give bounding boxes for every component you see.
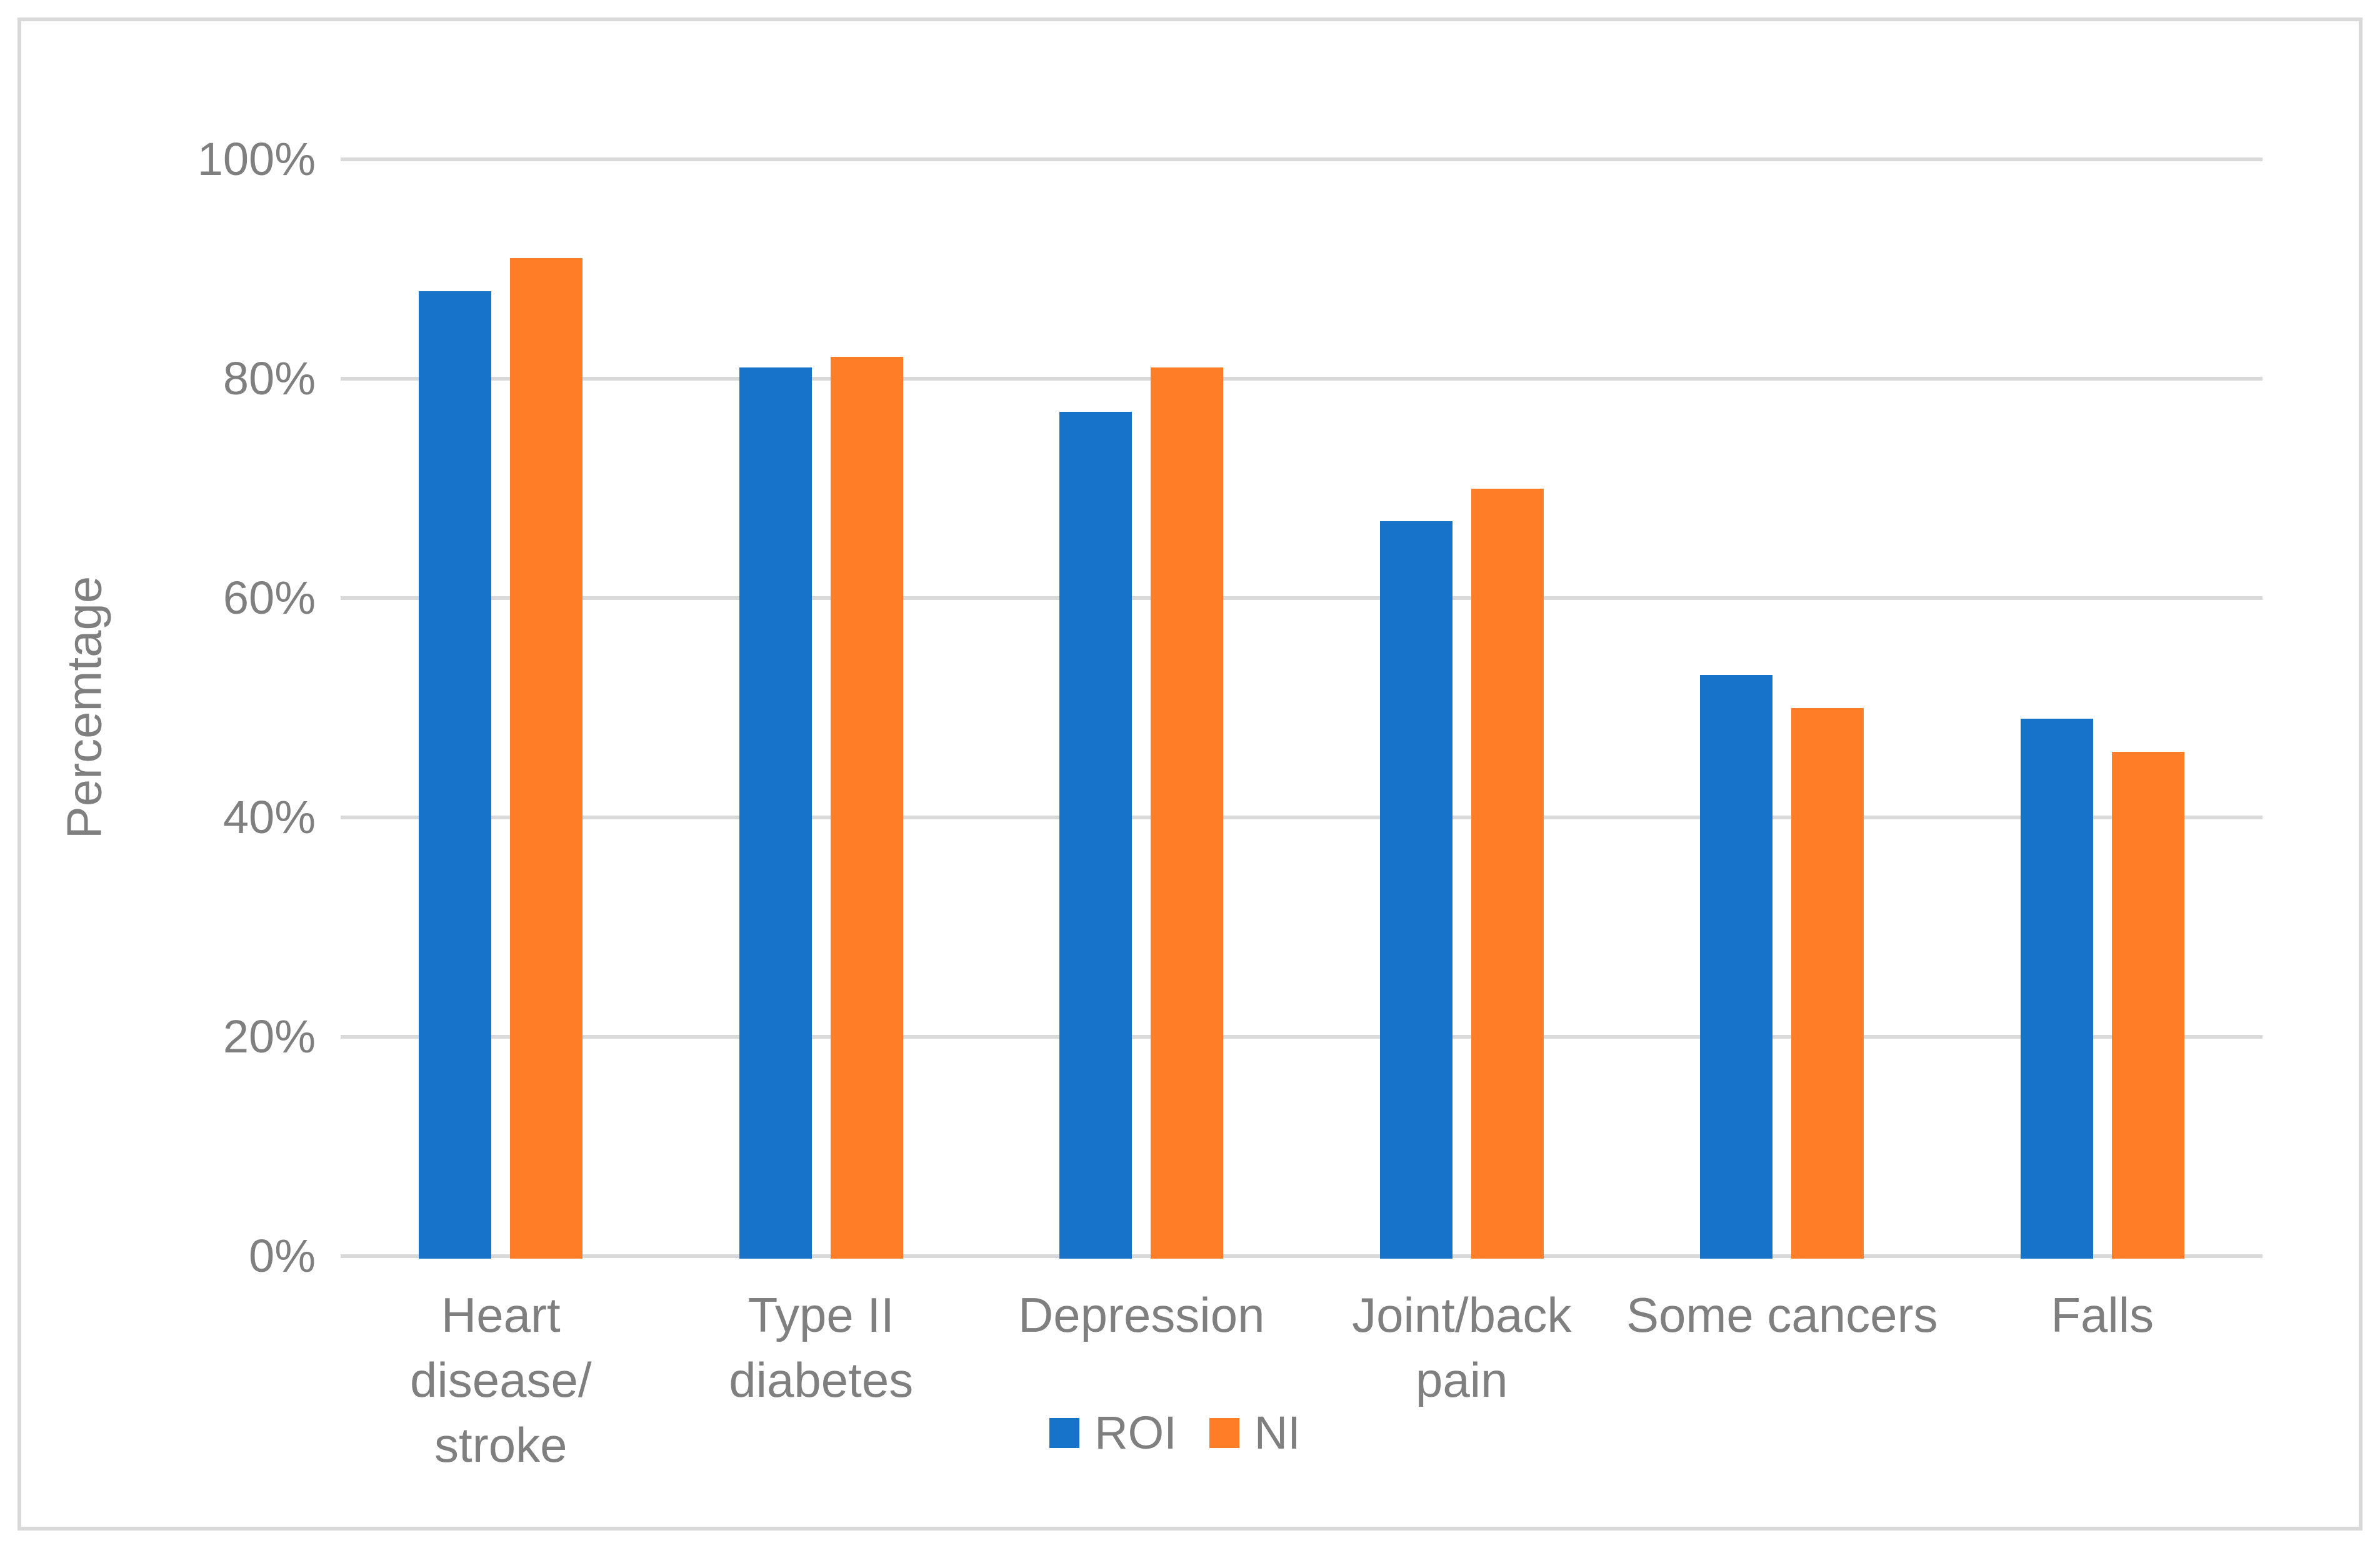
y-tick-label-60: 60% <box>222 572 316 624</box>
legend-swatch-roi <box>1049 1418 1080 1448</box>
x-category-label-some-cancers: Some cancers <box>1622 1282 1942 1347</box>
chart-border <box>18 17 2362 1531</box>
bar-roi-some-cancers <box>1700 674 1773 1259</box>
x-category-label-line: pain <box>1416 1352 1508 1407</box>
bar-roi-type-ii-diabetes <box>739 367 812 1259</box>
legend-label-roi: ROI <box>1094 1407 1177 1459</box>
y-tick-label-20: 20% <box>222 1011 316 1062</box>
y-tick-label-80: 80% <box>222 352 316 404</box>
x-category-label-line: Joint/back <box>1352 1287 1572 1342</box>
bar-ni-joint-back-pain <box>1471 488 1544 1259</box>
legend: ROI NI <box>0 1410 2350 1456</box>
x-category-label-line: disease/ <box>409 1352 592 1407</box>
x-category-label-line: stroke <box>434 1417 568 1472</box>
bar-roi-heart-disease-stroke <box>419 291 492 1259</box>
bar-roi-falls <box>2020 719 2093 1259</box>
y-axis-tick-labels: 100% 80% 60% 40% 20% 0% <box>0 0 316 1548</box>
gridline-0 <box>341 1254 2262 1258</box>
x-category-label-heart-disease-stroke: Heart disease/stroke <box>341 1282 661 1477</box>
legend-swatch-ni <box>1209 1418 1239 1448</box>
bar-ni-type-ii-diabetes <box>830 356 903 1259</box>
gridline-40 <box>341 816 2262 819</box>
y-tick-label-100: 100% <box>197 133 316 185</box>
legend-label-ni: NI <box>1254 1407 1301 1459</box>
bar-roi-depression <box>1059 411 1132 1259</box>
bar-ni-heart-disease-stroke <box>510 257 583 1259</box>
bar-ni-some-cancers <box>1791 707 1864 1259</box>
y-tick-label-0: 0% <box>249 1230 316 1282</box>
x-category-label-joint-back-pain: Joint/back pain <box>1302 1282 1622 1412</box>
x-category-label-line: Some cancers <box>1626 1287 1938 1342</box>
x-category-label-line: Falls <box>2051 1287 2154 1342</box>
x-category-label-line: Type II <box>748 1287 894 1342</box>
gridline-60 <box>341 596 2262 600</box>
gridline-20 <box>341 1035 2262 1039</box>
gridline-100 <box>341 157 2262 161</box>
gridline-80 <box>341 377 2262 381</box>
x-category-label-depression: Depression <box>981 1282 1302 1347</box>
x-category-label-line: diabetes <box>729 1352 914 1407</box>
bar-ni-depression <box>1151 367 1224 1259</box>
legend-item-ni: NI <box>1209 1410 1301 1456</box>
x-category-label-falls: Falls <box>1942 1282 2263 1347</box>
bar-roi-joint-back-pain <box>1379 521 1452 1259</box>
legend-item-roi: ROI <box>1049 1410 1177 1456</box>
x-category-label-line: Heart <box>441 1287 561 1342</box>
x-category-label-type-ii-diabetes: Type II diabetes <box>661 1282 982 1412</box>
y-tick-label-40: 40% <box>222 791 316 843</box>
bar-ni-falls <box>2111 751 2184 1259</box>
x-category-label-line: Depression <box>1018 1287 1265 1342</box>
